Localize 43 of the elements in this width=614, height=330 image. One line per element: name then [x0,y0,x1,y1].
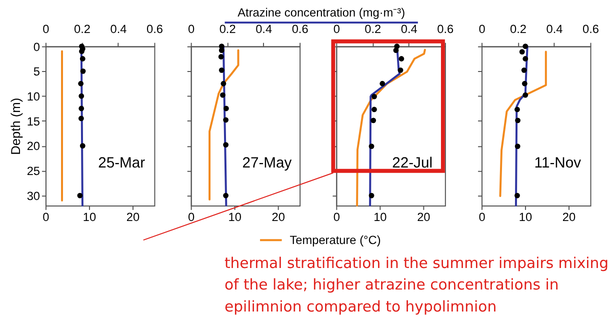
annotation: 27-May [242,155,292,172]
x-tick-label: 20 [417,210,431,224]
x2-tick-label: 0 [478,22,486,36]
annotation: 11-Nov [534,155,582,172]
x-tick-label: 10 [228,210,242,224]
y-tick-label: 5 [33,64,40,79]
x2-tick-label: 0.4 [256,22,272,36]
annotation: 25-Mar [98,155,146,172]
x-tick-label: 0 [42,210,50,224]
x-tick-label: 10 [374,210,388,224]
y-tick-label: 25 [26,164,40,178]
y-axis-title: Depth (m) [8,98,23,155]
x2-tick-label: 0.2 [510,22,527,36]
y-tick-label: 10 [26,89,40,104]
x-tick-label: 20 [272,210,286,224]
x-tick-label: 20 [562,210,576,224]
x2-tick-label: 0.2 [219,22,236,36]
annotation: 22-Jul [392,155,432,172]
x2-axis-title: Atrazine concentration (mg·m⁻³) [238,6,406,20]
legend-label: Temperature (°C) [290,233,381,248]
y-tick-label: 15 [26,114,40,128]
x-tick-label: 10 [82,210,96,224]
x-tick-label: 0 [188,210,196,224]
x2-tick-label: 0.2 [364,22,382,36]
x2-tick-label: 0.4 [400,22,418,36]
x2-tick-label: 0.6 [292,22,309,36]
y-tick-label: 30 [26,188,40,203]
x2-tick-label: 0.4 [110,22,128,36]
x2-tick-label: 0.6 [582,22,600,36]
x2-tick-label: 0.6 [146,22,164,36]
x2-tick-label: 0 [333,22,340,36]
x2-tick-label: 0 [188,22,196,36]
x-tick-label: 0 [478,210,486,224]
x2-tick-label: 0 [42,22,50,36]
x-tick-label: 0 [333,210,340,224]
x2-tick-label: 0.2 [74,22,90,36]
x-tick-label: 20 [126,210,140,224]
x2-tick-label: 0.6 [437,22,454,36]
x-tick-label: 10 [518,210,533,224]
y-tick-label: 0 [33,40,40,54]
y-tick-label: 20 [26,139,40,154]
x2-tick-label: 0.4 [546,22,564,36]
text: thermal stratification in the summer impairs mixing of the lake; higher atrazine concentrations in epilimnion compared to hypolimnion [224,254,609,316]
